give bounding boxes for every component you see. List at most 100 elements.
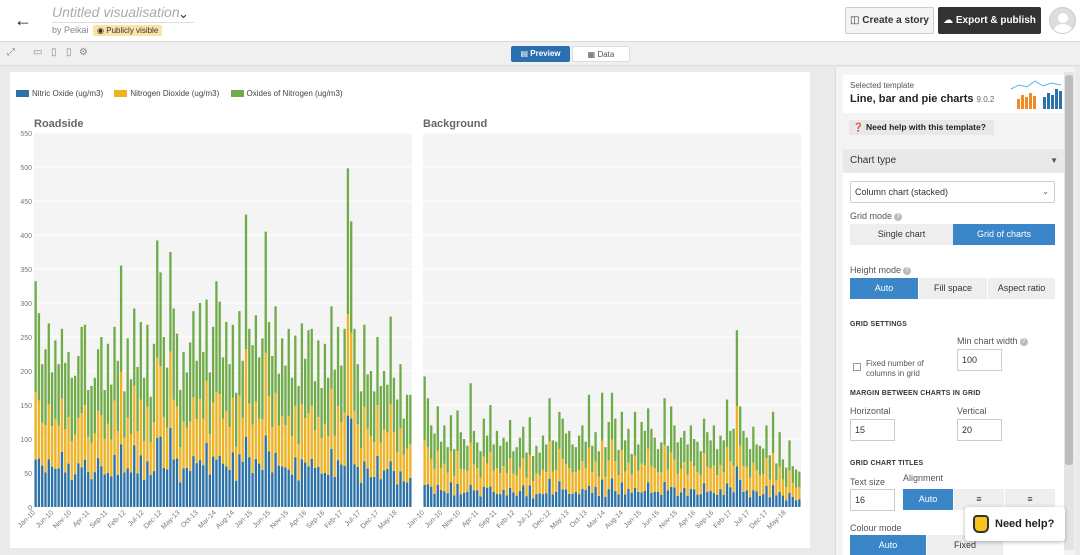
bar-no2 [313, 430, 317, 469]
bar-no [492, 491, 495, 507]
align-left-icon[interactable]: ≡ [954, 489, 1004, 510]
tab-data[interactable]: ▦ Data [572, 46, 630, 62]
text-size-input[interactable]: 16 [850, 489, 895, 511]
bar-no2 [656, 472, 660, 492]
bar-nox [218, 301, 221, 395]
bar-nox [376, 337, 379, 405]
visibility-badge[interactable]: ◉ Publicly visible [93, 25, 163, 36]
bar-no2 [281, 415, 284, 467]
bar-no2 [323, 423, 327, 473]
bar-no [755, 491, 758, 507]
bar-nox [336, 326, 340, 407]
bar-no [600, 479, 604, 507]
height-mode-aspect[interactable]: Aspect ratio [988, 278, 1055, 299]
bar-no2 [133, 385, 136, 446]
create-story-button[interactable]: ◫ Create a story [845, 7, 934, 34]
grid-mode-grid[interactable]: Grid of charts [953, 224, 1055, 245]
bar-no2 [574, 471, 577, 493]
horizontal-input[interactable]: 15 [850, 419, 895, 441]
bar-no [693, 489, 696, 507]
section-header[interactable]: Chart type ▼ [843, 149, 1064, 173]
colour-mode-auto[interactable]: Auto [850, 535, 926, 555]
bar-nox [234, 392, 238, 447]
bar-nox [745, 437, 748, 467]
bar-nox [215, 281, 218, 392]
bar-no [604, 496, 607, 507]
bar-no2 [225, 410, 228, 467]
bar-nox [762, 448, 765, 475]
grid-mode-single[interactable]: Single chart [850, 224, 953, 245]
back-arrow-icon[interactable]: ← [14, 10, 32, 30]
mobile-icon[interactable]: ▯ [66, 47, 72, 58]
bar-no2 [353, 410, 356, 465]
export-publish-button[interactable]: ☁ Export & publish [938, 7, 1041, 34]
bar-no2 [251, 424, 254, 474]
height-mode-auto[interactable]: Auto [850, 278, 918, 299]
bar-no [650, 492, 653, 507]
bar-nox [456, 410, 459, 451]
bar-no2 [551, 471, 554, 495]
view-toolbar: ⤢ ▭ ▯ ▯ ⚙ ▤ Preview ▦ Data [0, 42, 1080, 66]
bar-no [225, 466, 228, 507]
expand-icon[interactable]: ⤢ [7, 47, 15, 58]
scrollbar-thumb[interactable] [1065, 75, 1073, 465]
legend-item-no2[interactable]: Nitrogen Dioxide (ug/m3) [114, 89, 219, 98]
chevron-down-icon[interactable]: ⌄ [178, 6, 189, 21]
bar-no2 [600, 440, 604, 480]
bar-nox [499, 445, 502, 474]
height-mode-fill[interactable]: Fill space [919, 278, 987, 299]
template-card[interactable]: Selected template Line, bar and pie char… [843, 75, 1064, 113]
bar-no [551, 494, 554, 507]
bar-no [119, 444, 123, 507]
bar-nox [369, 371, 373, 437]
bar-no2 [449, 451, 453, 483]
alignment-auto[interactable]: Auto [903, 489, 953, 510]
legend-item-no[interactable]: Nitric Oxide (ug/m3) [16, 89, 103, 98]
chart-type-value: Column chart (stacked) [855, 187, 949, 197]
bar-no2 [271, 426, 274, 473]
bar-nox [670, 406, 673, 453]
bar-no2 [702, 453, 706, 484]
bar-no [159, 436, 162, 507]
bar-no [518, 491, 522, 507]
bar-nox [264, 231, 267, 353]
tablet-icon[interactable]: ▯ [51, 47, 57, 58]
bar-nox [221, 357, 225, 419]
bar-no2 [80, 413, 83, 468]
legend-item-nox[interactable]: Oxides of Nitrogen (ug/m3) [230, 89, 343, 98]
tab-preview[interactable]: ▤ Preview [511, 46, 570, 62]
bar-no [330, 448, 333, 507]
need-help-button[interactable]: Need help? [965, 507, 1065, 541]
align-center-icon[interactable]: ≡ [1005, 489, 1055, 510]
need-help-label: Need help? [995, 518, 1055, 530]
bar-nox [211, 326, 215, 403]
bar-no [456, 483, 459, 507]
bar-no2 [752, 462, 755, 491]
min-chart-width-input[interactable]: 100 [957, 349, 1002, 371]
bar-nox [794, 469, 798, 488]
visualisation-title[interactable]: Untitled visualisation [52, 4, 194, 23]
bar-no2 [456, 450, 459, 484]
bar-nox [340, 365, 343, 423]
bar-nox [162, 337, 165, 417]
bar-no2 [535, 473, 538, 495]
bar-nox [508, 419, 512, 459]
bar-no2 [300, 404, 304, 460]
gear-icon[interactable]: ⚙ [79, 47, 88, 58]
bar-no2 [254, 401, 258, 460]
help-template-button[interactable]: ❓ Need help with this template? [849, 120, 994, 135]
bar-no2 [591, 472, 594, 493]
bar-nox [123, 391, 126, 438]
bar-no [205, 442, 208, 507]
help-template-label: Need help with this template? [865, 122, 986, 132]
fixed-columns-checkbox[interactable] [853, 363, 861, 371]
bar-nox [660, 442, 663, 473]
vertical-input[interactable]: 20 [957, 419, 1002, 441]
bar-no2 [706, 466, 709, 493]
panel-scrollbar[interactable] [1064, 72, 1074, 550]
desktop-icon[interactable]: ▭ [33, 47, 43, 58]
bar-nox [116, 360, 119, 431]
avatar[interactable] [1049, 7, 1076, 34]
bar-no2 [472, 464, 476, 491]
chart-type-select[interactable]: Column chart (stacked) ⌄ [850, 181, 1055, 203]
